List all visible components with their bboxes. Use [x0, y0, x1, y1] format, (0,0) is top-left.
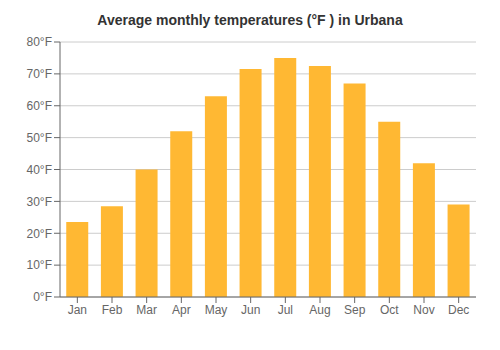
svg-text:Mar: Mar [136, 303, 157, 317]
svg-text:Jan: Jan [68, 303, 87, 317]
svg-text:Sep: Sep [344, 303, 366, 317]
html-text:Average monthly temperatures (: Average monthly temperatures (°F ) in Ur… [97, 12, 403, 28]
svg-text:80°F: 80°F [27, 35, 52, 49]
svg-text:30°F: 30°F [27, 195, 52, 209]
svg-text:Aug: Aug [309, 303, 330, 317]
svg-text:Nov: Nov [413, 303, 434, 317]
svg-text:Feb: Feb [102, 303, 123, 317]
svg-text:May: May [205, 303, 228, 317]
svg-text:10°F: 10°F [27, 258, 52, 272]
svg-text:Jul: Jul [278, 303, 293, 317]
svg-text:20°F: 20°F [27, 227, 52, 241]
svg-text:Jun: Jun [241, 303, 260, 317]
svg-text:0°F: 0°F [33, 290, 52, 304]
svg-text:Apr: Apr [172, 303, 191, 317]
svg-text:60°F: 60°F [27, 99, 52, 113]
svg-text:70°F: 70°F [27, 67, 52, 81]
svg-text:40°F: 40°F [27, 163, 52, 177]
svg-text:50°F: 50°F [27, 131, 52, 145]
svg-text:Dec: Dec [448, 303, 469, 317]
svg-text:Oct: Oct [380, 303, 399, 317]
